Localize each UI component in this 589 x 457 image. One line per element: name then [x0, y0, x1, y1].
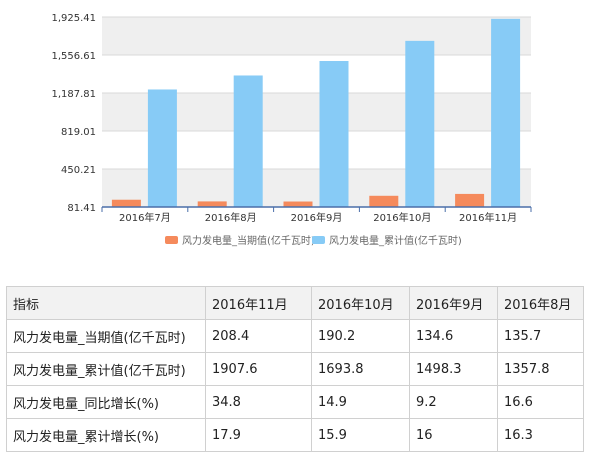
table-cell: 1693.8: [311, 352, 410, 386]
table-header-row: 指标 2016年11月 2016年10月 2016年9月 2016年8月: [6, 286, 584, 320]
y-tick-label: 1,187.81: [51, 89, 96, 100]
legend-label: 风力发电量_累计值(亿千瓦时): [329, 234, 462, 247]
table-header-cell: 2016年10月: [311, 286, 410, 320]
bar-chart: 1,925.41 1,556.61 1,187.81 819.01 450.21 81.4…: [51, 13, 532, 247]
table-cell: 135.7: [497, 319, 584, 353]
table-row: 风力发电量_当期值(亿千瓦时) 208.4 190.2 134.6 135.7: [6, 319, 584, 353]
bar-cumulative: [491, 18, 521, 208]
table-cell: 风力发电量_同比增长(%): [6, 385, 206, 419]
x-tick-label: 2016年10月: [373, 211, 431, 224]
table-cell: 16.6: [497, 385, 584, 419]
bar-cumulative: [405, 40, 435, 207]
table-cell: 风力发电量_累计增长(%): [6, 418, 206, 452]
table-cell: 16.3: [497, 418, 584, 452]
y-tick-label: 1,556.61: [51, 51, 96, 62]
bar-current: [455, 193, 485, 207]
table-cell: 134.6: [409, 319, 498, 353]
y-tick-label: 1,925.41: [51, 13, 96, 24]
y-tick-label: 81.41: [67, 203, 96, 214]
table-cell: 15.9: [311, 418, 410, 452]
legend-swatch: [312, 236, 325, 244]
bar-current: [111, 199, 141, 207]
table-cell: 9.2: [409, 385, 498, 419]
bar-current: [369, 195, 399, 207]
table-row: 风力发电量_累计增长(%) 17.9 15.9 16 16.3: [6, 418, 584, 452]
bar-current: [197, 201, 227, 207]
table-cell: 17.9: [205, 418, 312, 452]
data-table: 指标 2016年11月 2016年10月 2016年9月 2016年8月 风力发…: [6, 286, 584, 452]
table-row: 风力发电量_同比增长(%) 34.8 14.9 9.2 16.6: [6, 385, 584, 419]
table-cell: 1907.6: [205, 352, 312, 386]
bar-cumulative: [319, 61, 349, 207]
bar-cumulative: [233, 75, 263, 207]
x-tick-label: 2016年9月: [291, 211, 343, 224]
table-header-cell: 2016年8月: [497, 286, 584, 320]
y-tick-label: 450.21: [61, 165, 96, 176]
table-header-cell: 2016年11月: [205, 286, 312, 320]
x-tick-label: 2016年11月: [459, 211, 517, 224]
table-header-cell: 指标: [6, 286, 206, 320]
table-cell: 34.8: [205, 385, 312, 419]
table-cell: 风力发电量_当期值(亿千瓦时): [6, 319, 206, 353]
table-cell: 1498.3: [409, 352, 498, 386]
legend-label: 风力发电量_当期值(亿千瓦时): [182, 234, 315, 247]
table-cell: 16: [409, 418, 498, 452]
x-tick-label: 2016年7月: [119, 211, 171, 224]
bar-cumulative: [147, 89, 177, 207]
grid-band: [102, 55, 531, 93]
x-tick-label: 2016年8月: [205, 211, 257, 224]
table-cell: 1357.8: [497, 352, 584, 386]
chart-canvas: 1,925.41 1,556.61 1,187.81 819.01 450.21 81.4…: [51, 13, 532, 247]
table-cell: 190.2: [311, 319, 410, 353]
table-cell: 风力发电量_累计值(亿千瓦时): [6, 352, 206, 386]
y-tick-label: 819.01: [61, 127, 96, 138]
table-row: 风力发电量_累计值(亿千瓦时) 1907.6 1693.8 1498.3 135…: [6, 352, 584, 386]
legend-swatch: [165, 236, 178, 244]
table-cell: 208.4: [205, 319, 312, 353]
table-header-cell: 2016年9月: [409, 286, 498, 320]
table-cell: 14.9: [311, 385, 410, 419]
bar-current: [283, 201, 313, 207]
